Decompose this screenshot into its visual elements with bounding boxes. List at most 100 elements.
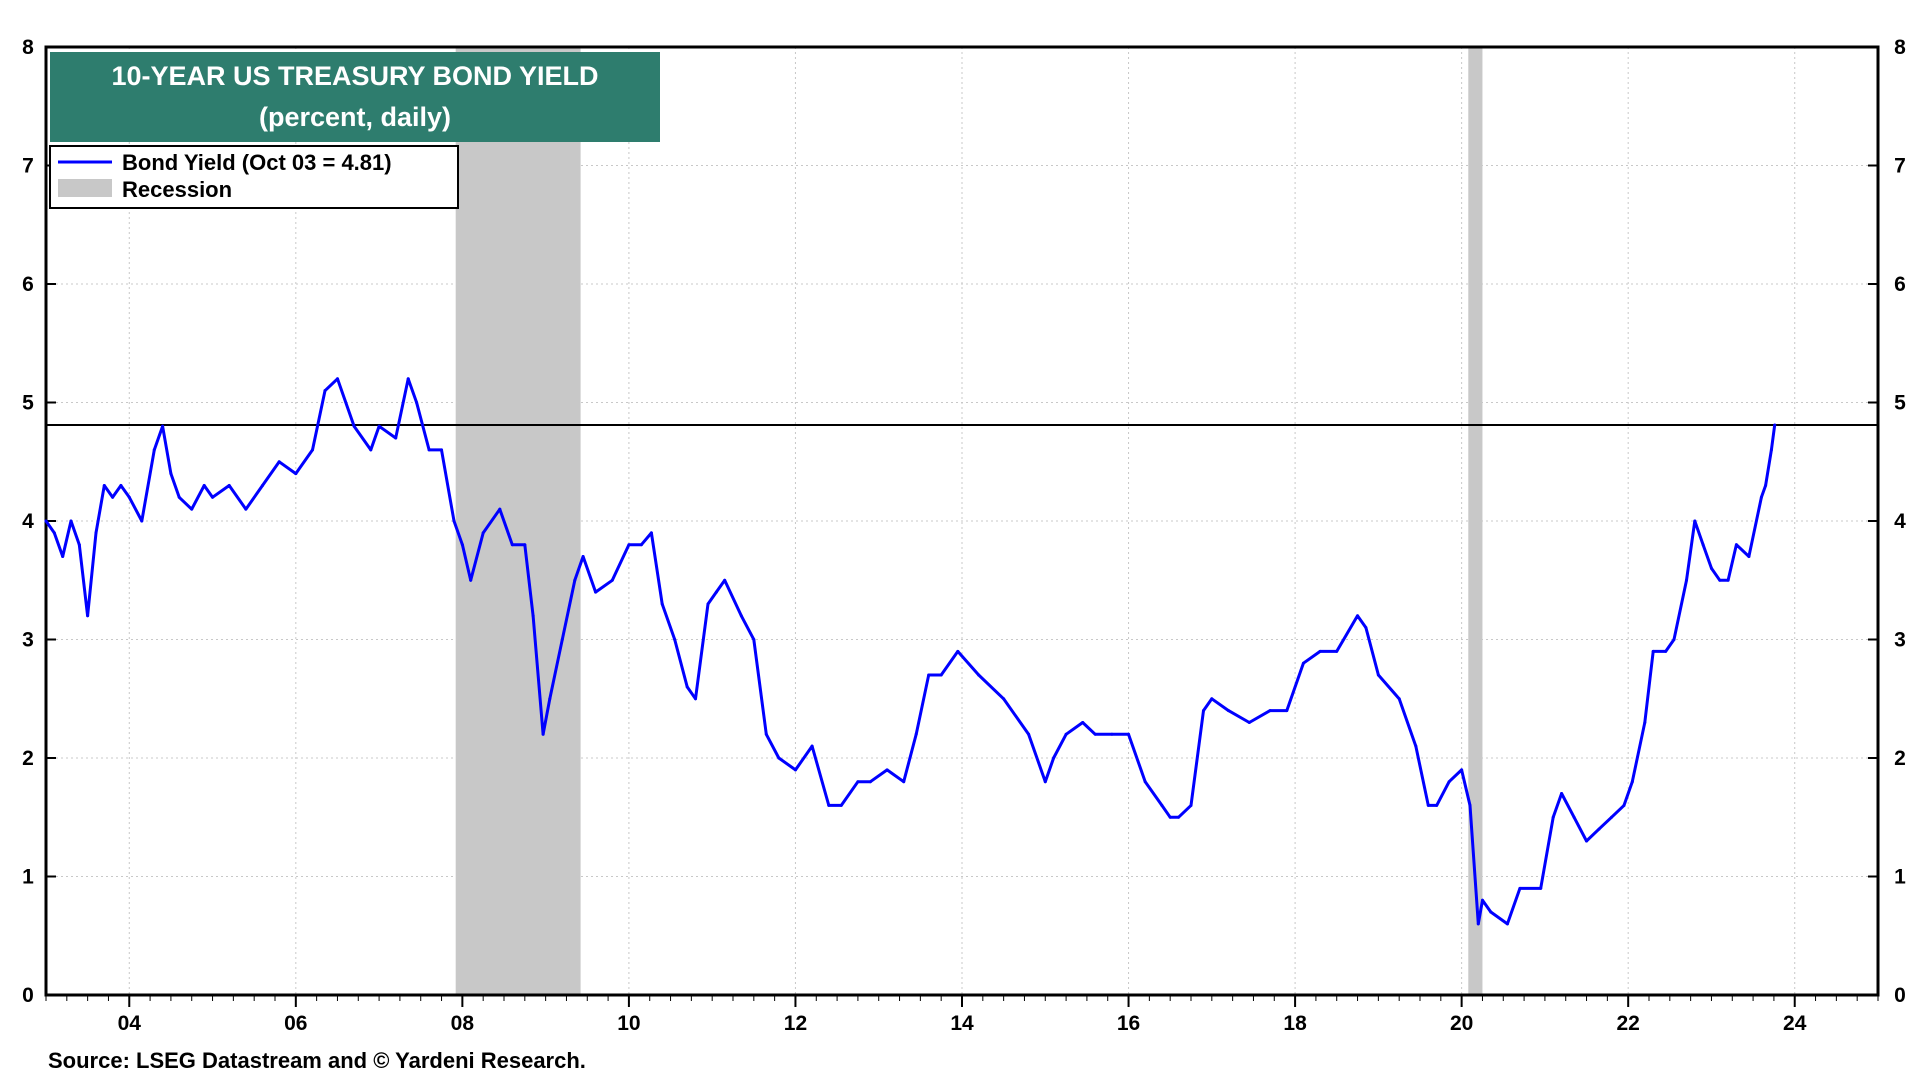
data-point <box>714 590 718 594</box>
data-point <box>706 602 710 606</box>
data-point <box>1414 744 1418 748</box>
x-tick-label: 14 <box>950 1012 974 1035</box>
data-point <box>531 614 535 618</box>
axes: 0 01 12 23 34 45 56 67 78 804 06 08 10 12 14 16 18 20 22 24 <box>22 36 1906 1035</box>
data-point <box>1210 697 1214 701</box>
data-point <box>885 768 889 772</box>
y-tick-label-right: 2 <box>1894 747 1906 770</box>
data-point <box>94 531 98 535</box>
data-point <box>452 519 456 523</box>
data-point <box>261 483 265 487</box>
data-point <box>723 578 727 582</box>
data-point <box>581 555 585 559</box>
data-point <box>1201 709 1205 713</box>
data-point <box>752 638 756 641</box>
gridlines <box>46 47 1878 995</box>
y-tick-label-left: 7 <box>22 155 34 178</box>
data-point <box>1684 578 1688 582</box>
series-layer <box>44 377 1777 926</box>
data-point <box>1335 649 1339 653</box>
data-point <box>394 436 398 440</box>
data-point <box>310 448 314 452</box>
data-point <box>1143 780 1147 784</box>
data-point <box>1064 732 1068 736</box>
data-point <box>77 543 81 547</box>
data-point <box>44 519 48 523</box>
data-point <box>939 673 943 677</box>
data-point <box>152 448 156 452</box>
data-point <box>1168 815 1172 819</box>
data-point <box>810 744 814 748</box>
data-point <box>839 803 843 807</box>
data-point <box>1027 732 1031 736</box>
data-point <box>1734 543 1738 547</box>
data-point <box>1426 803 1430 807</box>
legend-label-bond-yield: Bond Yield (Oct 03 = 4.81) <box>122 150 392 175</box>
data-point <box>1672 638 1676 641</box>
data-point <box>140 519 144 523</box>
data-point <box>673 638 677 641</box>
data-point <box>639 543 643 547</box>
x-tick-label: 06 <box>284 1012 307 1035</box>
y-tick-label-right: 8 <box>1894 36 1906 59</box>
data-point <box>694 697 698 701</box>
data-point <box>427 448 431 452</box>
data-point <box>1505 922 1509 926</box>
data-point <box>1651 649 1655 653</box>
data-point <box>1643 720 1647 724</box>
x-tick-label: 10 <box>617 1012 640 1035</box>
data-point <box>1247 720 1251 724</box>
data-point <box>244 507 248 511</box>
recession-bands <box>455 47 1483 995</box>
data-point <box>369 448 373 452</box>
data-point <box>560 638 564 641</box>
data-point <box>352 424 356 428</box>
data-point <box>1539 886 1543 890</box>
data-point <box>827 803 831 807</box>
data-point <box>914 732 918 736</box>
data-point <box>1468 803 1472 807</box>
recession-band-2 <box>1468 47 1483 995</box>
data-point <box>1518 886 1522 890</box>
data-point <box>510 543 514 547</box>
x-tick-label: 12 <box>784 1012 807 1035</box>
data-point <box>69 519 73 523</box>
data-point <box>406 377 410 381</box>
data-point <box>956 649 960 653</box>
data-point <box>1610 815 1614 819</box>
legend-box <box>49 145 459 209</box>
y-tick-label-right: 6 <box>1894 273 1906 296</box>
data-point <box>1397 697 1401 701</box>
data-point <box>190 507 194 511</box>
data-point <box>1268 709 1272 713</box>
data-point <box>119 483 123 487</box>
data-point <box>856 780 860 784</box>
data-point <box>685 685 689 689</box>
data-point <box>610 578 614 582</box>
y-tick-label-left: 1 <box>22 866 34 889</box>
chart-subtitle: (percent, daily) <box>259 102 451 132</box>
data-point <box>523 543 527 547</box>
data-point <box>211 495 215 499</box>
data-point <box>52 531 56 535</box>
data-point <box>777 756 781 760</box>
y-tick-label-right: 3 <box>1894 629 1906 652</box>
data-point <box>177 495 181 499</box>
data-point <box>1726 578 1730 582</box>
data-point <box>277 460 281 464</box>
y-tick-label-left: 3 <box>22 629 34 652</box>
data-point <box>1364 626 1368 630</box>
legend: Bond Yield (Oct 03 = 4.81) Recession <box>49 145 459 209</box>
data-point <box>294 472 298 476</box>
data-point <box>227 483 231 487</box>
x-tick-label: 08 <box>451 1012 475 1035</box>
data-point <box>541 732 545 736</box>
y-tick-label-right: 4 <box>1894 510 1906 533</box>
data-point <box>1285 709 1289 713</box>
legend-label-recession: Recession <box>122 177 232 202</box>
data-point <box>1226 709 1230 713</box>
data-point <box>1447 780 1451 784</box>
data-point <box>1773 423 1777 427</box>
